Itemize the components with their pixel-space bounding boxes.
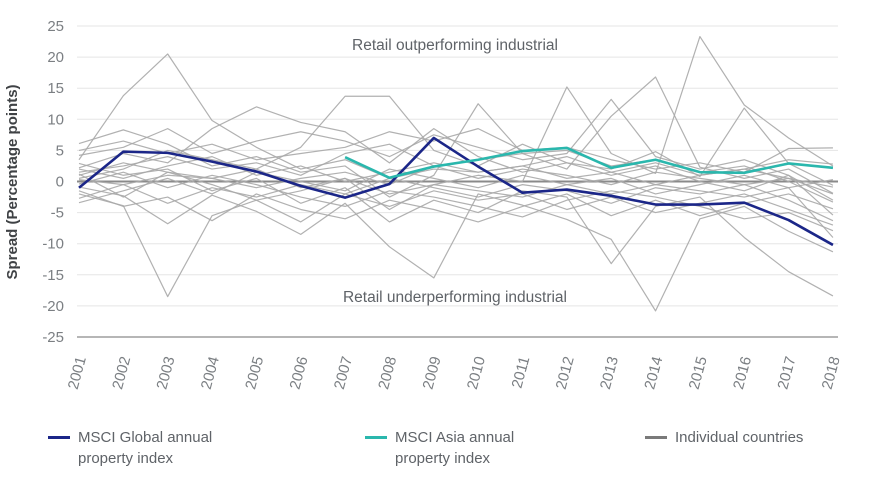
y-tick-label: 0 [56,174,64,191]
y-tick-label: -25 [42,329,64,346]
y-tick-label: 25 [47,18,64,35]
legend-swatch-global-line [48,436,70,439]
y-tick-label: 20 [47,49,64,66]
country-line [78,128,833,173]
country-line [78,190,834,298]
country-line [78,186,834,312]
chart-legend: MSCI Global annual property index MSCI A… [0,427,870,483]
legend-label-countries: Individual countries [675,429,804,446]
x-tick-label: 2004 [198,355,223,392]
x-tick-label: 2016 [730,355,755,392]
y-tick-label: 15 [47,80,64,97]
country-line [78,168,834,204]
x-tick-label: 2007 [331,355,356,392]
y-tick-label: -15 [42,267,64,284]
legend-swatch-asia-line [365,436,387,439]
country-line [78,98,834,216]
annotation-retail-underperforming: Retail underperforming industrial [343,289,567,306]
x-tick-label: 2015 [686,355,711,392]
msci-asia-line [344,146,834,180]
x-tick-label: 2001 [65,355,90,392]
legend-label-global: MSCI Global annual property index [78,429,213,467]
x-tick-label: 2008 [375,355,400,392]
x-tick-label: 2014 [641,355,666,392]
y-tick-label: -20 [42,298,64,315]
x-tick-label: 2010 [464,355,489,392]
x-tick-label: 2003 [154,355,179,392]
legend-item-countries: Individual countries [645,427,803,448]
x-tick-label: 2017 [774,355,799,392]
x-tick-label: 2013 [597,355,622,392]
legend-item-global: MSCI Global annual property index [48,427,212,469]
x-tick-label: 2006 [287,355,312,392]
legend-item-asia: MSCI Asia annual property index [365,427,514,469]
y-tick-label: 5 [56,142,64,159]
y-tick-labels: 25 20 15 10 5 0 -5 -10 -15 -20 -25 [42,18,64,346]
country-line [78,156,834,183]
series-lines-layer [78,35,834,312]
y-axis-title: Spread (Percentage points) [4,84,21,279]
y-tick-label: -5 [51,205,64,222]
x-tick-label: 2018 [819,355,844,392]
country-line [78,171,834,232]
x-tick-labels: 2001 2002 2003 2004 2005 2006 2007 2008 2009 2010… [65,355,844,392]
x-tick-label: 2011 [509,355,534,391]
x-tick-label: 2009 [420,355,445,392]
x-tick-label: 2002 [109,355,134,392]
legend-label-asia: MSCI Asia annual property index [395,429,515,467]
country-line [78,190,834,223]
x-tick-label: 2012 [553,355,578,392]
gridlines-layer [77,25,838,338]
y-tick-label: 10 [47,111,64,128]
country-line [78,171,834,238]
legend-swatch-countries-line [645,436,667,439]
y-tick-label: -10 [42,236,64,253]
msci-global-line [78,136,834,247]
country-line [78,76,834,198]
annotation-retail-outperforming: Retail outperforming industrial [352,37,558,54]
x-tick-label: 2005 [242,355,267,392]
